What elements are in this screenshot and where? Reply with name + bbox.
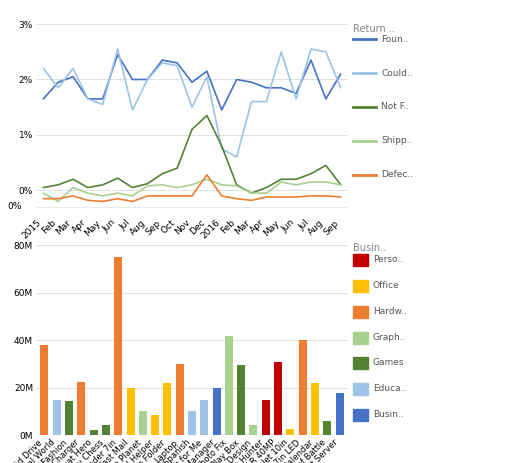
Bar xyxy=(298,340,307,435)
Bar xyxy=(225,336,233,435)
Bar xyxy=(274,362,282,435)
Bar xyxy=(77,382,86,435)
Text: Return ..: Return .. xyxy=(353,24,395,34)
Bar xyxy=(311,383,319,435)
Bar xyxy=(139,412,147,435)
Bar xyxy=(200,400,208,435)
Bar xyxy=(90,431,98,435)
Bar xyxy=(249,425,258,435)
Text: Shipp..: Shipp.. xyxy=(381,136,413,145)
Bar xyxy=(102,425,110,435)
Text: Not F..: Not F.. xyxy=(381,102,410,112)
Bar xyxy=(335,393,344,435)
Bar xyxy=(126,388,135,435)
Bar xyxy=(237,365,245,435)
Bar xyxy=(286,429,294,435)
Text: Perso..: Perso.. xyxy=(373,255,403,264)
Text: Educa..: Educa.. xyxy=(373,384,406,394)
Bar xyxy=(40,345,49,435)
Bar xyxy=(53,400,61,435)
Bar xyxy=(151,415,159,435)
Bar xyxy=(163,383,172,435)
Bar xyxy=(65,401,73,435)
Bar xyxy=(188,412,196,435)
Bar xyxy=(323,421,331,435)
Text: Graph..: Graph.. xyxy=(373,332,406,342)
Text: Busin..: Busin.. xyxy=(353,243,387,253)
Text: Hardw..: Hardw.. xyxy=(373,307,407,316)
Text: Busin..: Busin.. xyxy=(373,410,403,419)
Bar xyxy=(262,400,270,435)
Text: Could..: Could.. xyxy=(381,69,413,78)
Bar xyxy=(114,257,122,435)
Bar xyxy=(176,364,184,435)
Text: Defec..: Defec.. xyxy=(381,170,414,179)
Bar xyxy=(212,388,221,435)
Text: Office: Office xyxy=(373,281,399,290)
Text: Foun..: Foun.. xyxy=(381,35,409,44)
Text: Games: Games xyxy=(373,358,404,368)
X-axis label: Return Reasons: Return Reasons xyxy=(154,246,230,256)
Text: 0%: 0% xyxy=(8,202,22,212)
